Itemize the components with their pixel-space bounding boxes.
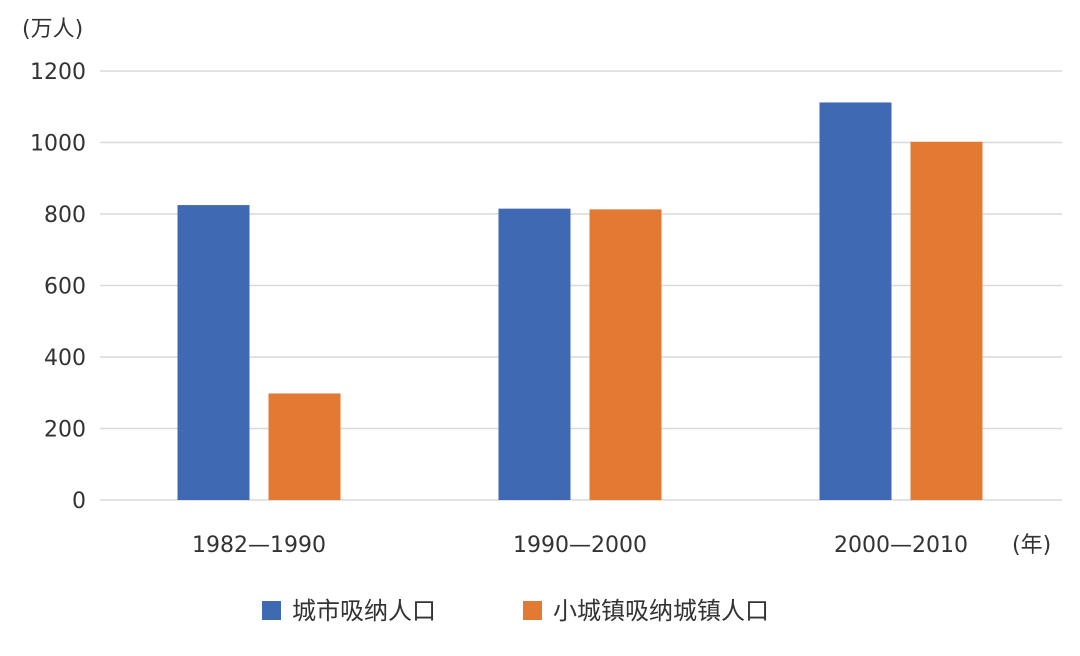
- y-tick-label: 400: [44, 346, 86, 371]
- legend-label-2: 小城镇吸纳城镇人口: [553, 597, 769, 625]
- bar-1-1: [177, 205, 250, 500]
- legend: 城市吸纳人口 小城镇吸纳城镇人口: [262, 597, 769, 625]
- y-tick-label: 800: [44, 203, 86, 228]
- bar-2-3: [910, 141, 983, 500]
- bar-1-3: [819, 102, 892, 501]
- x-tick-label: 1990—2000: [513, 533, 647, 558]
- y-tick-label: 0: [72, 489, 86, 514]
- bar-2-2: [589, 209, 662, 501]
- y-axis-ticks: 0 200 400 600 800 1000 1200: [30, 60, 86, 514]
- bar-2-1: [268, 393, 341, 500]
- bar-1-2: [498, 208, 571, 500]
- y-axis-unit-label: (万人): [22, 17, 83, 42]
- x-axis-unit-label: (年): [1012, 533, 1051, 558]
- x-tick-label: 1982—1990: [192, 533, 326, 558]
- y-tick-label: 200: [44, 418, 86, 443]
- y-tick-label: 600: [44, 275, 86, 300]
- x-tick-label: 2000—2010: [834, 533, 968, 558]
- x-axis-ticks: 1982—1990 1990—2000 2000—2010: [192, 533, 968, 558]
- bars: [177, 102, 983, 501]
- legend-swatch-1: [262, 601, 281, 620]
- gridlines: [100, 70, 1062, 501]
- y-tick-label: 1000: [30, 132, 86, 157]
- y-tick-label: 1200: [30, 60, 86, 85]
- legend-swatch-2: [523, 601, 542, 620]
- legend-label-1: 城市吸纳人口: [292, 597, 436, 625]
